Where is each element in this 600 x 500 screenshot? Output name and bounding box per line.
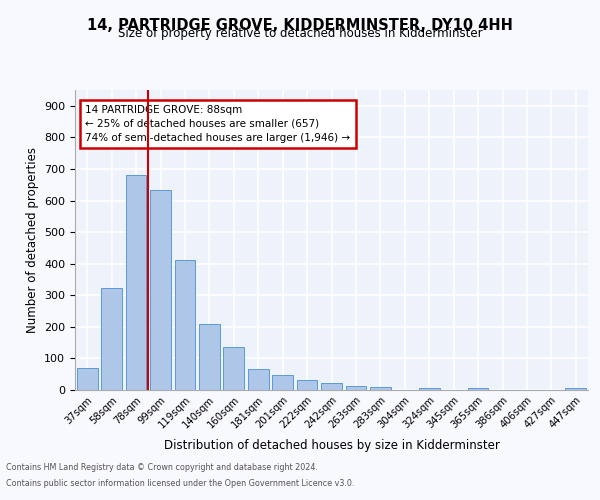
Bar [150, 190, 171, 390]
Bar [419, 388, 440, 390]
Text: Size of property relative to detached houses in Kidderminster: Size of property relative to detached ho… [118, 28, 482, 40]
Text: Contains HM Land Registry data © Crown copyright and database right 2024.: Contains HM Land Registry data © Crown c… [6, 464, 318, 472]
Bar [101, 288, 122, 390]
Bar [199, 324, 220, 390]
Bar [272, 375, 293, 390]
Bar [565, 388, 586, 390]
X-axis label: Distribution of detached houses by size in Kidderminster: Distribution of detached houses by size … [164, 439, 499, 452]
Bar [248, 368, 269, 390]
Bar [125, 174, 146, 390]
Bar [175, 260, 196, 390]
Bar [370, 388, 391, 390]
Bar [321, 383, 342, 390]
Text: Contains public sector information licensed under the Open Government Licence v3: Contains public sector information licen… [6, 478, 355, 488]
Bar [223, 346, 244, 390]
Bar [77, 368, 98, 390]
Y-axis label: Number of detached properties: Number of detached properties [26, 147, 38, 333]
Bar [467, 388, 488, 390]
Text: 14 PARTRIDGE GROVE: 88sqm
← 25% of detached houses are smaller (657)
74% of semi: 14 PARTRIDGE GROVE: 88sqm ← 25% of detac… [85, 105, 350, 143]
Bar [296, 380, 317, 390]
Bar [346, 386, 367, 390]
Text: 14, PARTRIDGE GROVE, KIDDERMINSTER, DY10 4HH: 14, PARTRIDGE GROVE, KIDDERMINSTER, DY10… [87, 18, 513, 32]
